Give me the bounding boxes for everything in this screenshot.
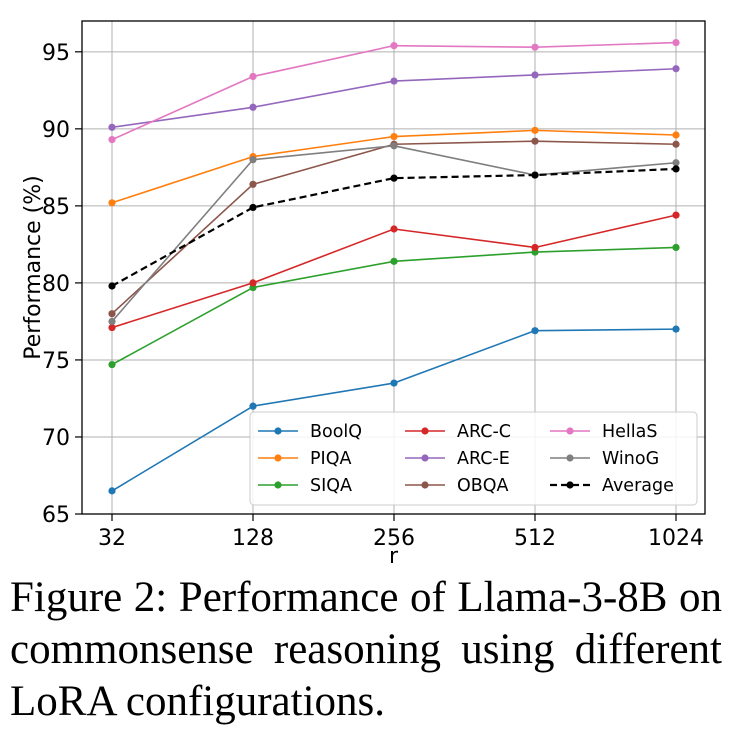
point-arc-c bbox=[249, 279, 257, 287]
legend-marker-hellas bbox=[566, 427, 574, 435]
legend-marker-arc-c bbox=[421, 427, 429, 435]
y-tick-label: 65 bbox=[42, 503, 70, 528]
legend-label-obqa: OBQA bbox=[457, 476, 509, 496]
point-hellas bbox=[390, 42, 398, 50]
point-siqa bbox=[390, 257, 398, 265]
ticks: 65 70 75 80 85 90 95 32 128 256 512 1024 bbox=[42, 41, 704, 551]
point-arc-e bbox=[672, 65, 680, 73]
point-obqa bbox=[672, 140, 680, 148]
legend-marker-average bbox=[566, 481, 574, 489]
legend-marker-boolq bbox=[274, 427, 282, 435]
point-obqa bbox=[249, 180, 257, 188]
point-arc-c bbox=[672, 211, 680, 219]
series-group bbox=[108, 38, 680, 495]
point-obqa bbox=[108, 310, 116, 318]
point-arc-e bbox=[531, 71, 539, 79]
point-winog bbox=[108, 317, 116, 326]
point-arc-c bbox=[531, 243, 539, 252]
point-arc-e bbox=[108, 123, 116, 131]
plot-frame bbox=[81, 20, 706, 515]
point-hellas bbox=[249, 72, 257, 81]
point-obqa bbox=[531, 137, 539, 145]
legend-label-boolq: BoolQ bbox=[310, 422, 362, 442]
legend-label-siqa: SIQA bbox=[310, 476, 352, 496]
legend-label-hellas: HellaS bbox=[602, 422, 657, 442]
point-arc-e bbox=[390, 77, 398, 85]
legend-marker-arc-e bbox=[421, 454, 429, 462]
figure-caption: Figure 2: Performance of Llama-3-8B on c… bbox=[10, 574, 722, 725]
y-tick-label: 75 bbox=[42, 349, 70, 374]
point-piqa bbox=[390, 132, 398, 141]
y-tick-label: 95 bbox=[42, 41, 70, 66]
x-tick-label: 256 bbox=[373, 526, 415, 551]
y-tick-label: 80 bbox=[42, 272, 70, 297]
legend-label-average: Average bbox=[602, 476, 674, 496]
point-arc-c bbox=[108, 323, 116, 332]
point-average bbox=[249, 203, 257, 212]
point-winog bbox=[390, 142, 398, 150]
y-tick-label: 85 bbox=[42, 195, 70, 220]
y-axis-label: Performance (%) bbox=[21, 175, 46, 359]
legend-marker-winog bbox=[566, 454, 574, 462]
x-axis-label: r bbox=[389, 544, 399, 569]
point-arc-e bbox=[249, 103, 257, 111]
point-boolq bbox=[390, 379, 398, 387]
point-average bbox=[531, 171, 539, 179]
point-average bbox=[108, 282, 116, 290]
x-tick-label: 1024 bbox=[648, 526, 704, 551]
legend-label-arc-c: ARC-C bbox=[457, 422, 511, 442]
legend-label-arc-e: ARC-E bbox=[457, 449, 510, 469]
x-tick-label: 512 bbox=[514, 526, 556, 551]
point-siqa bbox=[108, 360, 116, 369]
point-arc-c bbox=[390, 225, 398, 233]
point-piqa bbox=[108, 199, 116, 207]
point-average bbox=[390, 174, 398, 182]
point-boolq bbox=[108, 487, 116, 495]
point-boolq bbox=[672, 325, 680, 333]
legend-marker-piqa bbox=[274, 454, 282, 462]
y-tick-label: 70 bbox=[42, 426, 70, 451]
legend-marker-obqa bbox=[421, 481, 429, 489]
point-piqa bbox=[672, 131, 680, 139]
point-average bbox=[672, 165, 680, 173]
legend-marker-siqa bbox=[274, 481, 282, 489]
point-piqa bbox=[531, 126, 539, 134]
x-tick-label: 128 bbox=[232, 526, 274, 551]
point-winog bbox=[672, 159, 680, 167]
point-hellas bbox=[531, 43, 539, 51]
point-siqa bbox=[672, 243, 680, 252]
point-boolq bbox=[249, 402, 257, 410]
line-chart: 65 70 75 80 85 90 95 32 128 256 512 1024 r Performanc… bbox=[21, 20, 706, 569]
point-hellas bbox=[108, 136, 116, 144]
legend-label-winog: WinoG bbox=[602, 449, 659, 469]
x-tick-label: 32 bbox=[98, 526, 126, 551]
point-boolq bbox=[531, 327, 539, 335]
y-tick-label: 90 bbox=[42, 118, 70, 143]
legend-box bbox=[249, 411, 698, 506]
legend-label-piqa: PIQA bbox=[310, 449, 351, 469]
point-hellas bbox=[672, 38, 680, 47]
point-winog bbox=[249, 156, 257, 164]
legend: BoolQ PIQA SIQA ARC-C ARC-E OBQA HellaS WinoG Av… bbox=[249, 411, 698, 506]
